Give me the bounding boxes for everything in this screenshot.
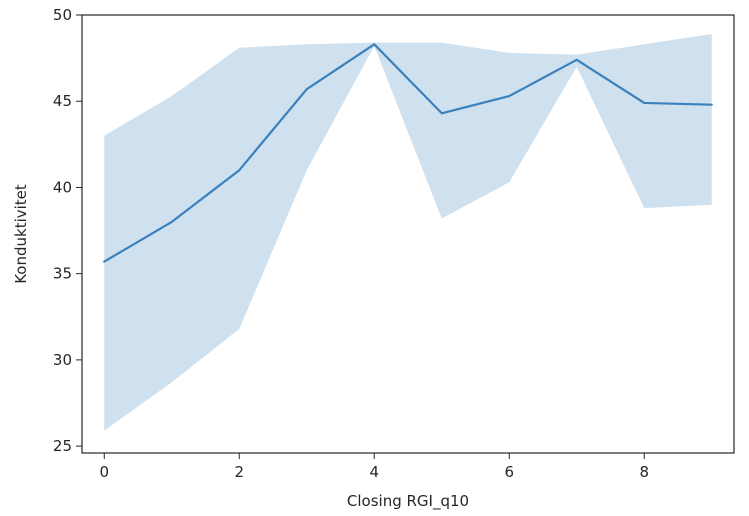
x-tick-label: 8 bbox=[639, 463, 649, 481]
x-tick-label: 6 bbox=[504, 463, 514, 481]
y-tick-label: 35 bbox=[53, 265, 72, 283]
ticks: 0 2 4 6 8 25 30 35 40 45 50 bbox=[53, 6, 649, 481]
x-tick-label: 0 bbox=[99, 463, 109, 481]
x-tick-label: 4 bbox=[369, 463, 379, 481]
y-axis-label: Konduktivitet bbox=[12, 184, 30, 284]
plot-frame bbox=[81, 14, 735, 454]
y-tick-label: 40 bbox=[53, 178, 72, 196]
y-tick-label: 50 bbox=[53, 6, 72, 24]
y-tick-label: 25 bbox=[53, 437, 72, 455]
y-tick-label: 30 bbox=[53, 351, 72, 369]
x-axis-label: Closing RGI_q10 bbox=[347, 492, 469, 511]
confidence-band-layer bbox=[104, 33, 712, 431]
series-line-layer bbox=[103, 43, 713, 263]
series-line bbox=[103, 43, 713, 263]
y-tick-label: 45 bbox=[53, 92, 72, 110]
x-tick-label: 2 bbox=[234, 463, 244, 481]
confidence-band bbox=[104, 33, 712, 431]
axes bbox=[81, 14, 735, 454]
